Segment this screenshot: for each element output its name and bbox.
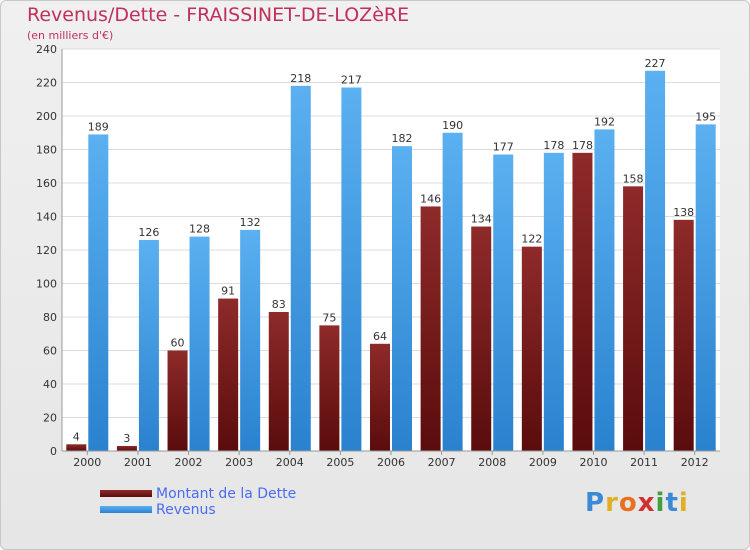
bar-debt <box>268 311 289 451</box>
value-label-revenus: 217 <box>341 74 362 87</box>
value-label-revenus: 218 <box>290 72 311 85</box>
value-label-revenus: 126 <box>138 226 159 239</box>
bar-debt <box>673 219 694 451</box>
y-tick-label: 60 <box>43 345 57 358</box>
y-tick-label: 40 <box>43 378 57 391</box>
bar-debt <box>218 298 239 451</box>
bar-revenus <box>88 134 109 452</box>
bar-debt <box>420 206 441 451</box>
bar-debt <box>623 186 644 451</box>
value-label-debt: 134 <box>471 213 492 226</box>
x-tick-label: 2009 <box>529 456 557 469</box>
bar-revenus <box>240 229 261 451</box>
legend-swatch-debt <box>100 490 152 497</box>
chart-subtitle: (en milliers d'€) <box>27 29 114 42</box>
value-label-revenus: 227 <box>645 57 666 70</box>
value-label-debt: 178 <box>572 139 593 152</box>
proxiti-logo: Proxiti <box>585 488 689 518</box>
value-label-debt: 60 <box>171 337 185 350</box>
x-tick-label: 2006 <box>377 456 405 469</box>
bar-revenus <box>493 154 514 451</box>
bar-revenus <box>594 129 615 451</box>
legend-swatch-revenus <box>100 506 152 513</box>
y-tick-label: 120 <box>36 244 57 257</box>
y-tick-label: 140 <box>36 211 57 224</box>
bar-debt <box>319 325 340 451</box>
value-label-revenus: 128 <box>189 223 210 236</box>
y-tick-label: 0 <box>50 445 57 458</box>
bar-debt <box>66 444 87 451</box>
x-tick-label: 2005 <box>326 456 354 469</box>
value-label-revenus: 190 <box>442 119 463 132</box>
y-tick-label: 220 <box>36 77 57 90</box>
legend-label-revenus: Revenus <box>156 502 216 518</box>
value-label-revenus: 182 <box>392 132 413 145</box>
x-tick-label: 2008 <box>478 456 506 469</box>
y-tick-label: 20 <box>43 412 57 425</box>
value-label-debt: 146 <box>420 192 441 205</box>
y-tick-label: 240 <box>36 43 57 56</box>
y-tick-label: 160 <box>36 177 57 190</box>
bar-revenus <box>695 124 716 451</box>
x-tick-label: 2011 <box>630 456 658 469</box>
value-label-revenus: 192 <box>594 115 615 128</box>
value-label-debt: 158 <box>623 172 644 185</box>
bar-revenus <box>138 239 159 451</box>
value-label-revenus: 195 <box>695 110 716 123</box>
bar-debt <box>116 445 137 451</box>
x-tick-label: 2000 <box>73 456 101 469</box>
x-tick-label: 2003 <box>225 456 253 469</box>
x-tick-label: 2002 <box>175 456 203 469</box>
value-label-debt: 3 <box>123 432 130 445</box>
value-label-revenus: 178 <box>543 139 564 152</box>
value-label-revenus: 132 <box>240 216 261 229</box>
bar-revenus <box>442 132 463 451</box>
value-label-revenus: 177 <box>493 141 514 154</box>
value-label-revenus: 189 <box>88 120 109 133</box>
x-tick-label: 2007 <box>428 456 456 469</box>
bar-debt <box>370 343 390 451</box>
bar-debt <box>521 246 542 451</box>
chart-title: Revenus/Dette - FRAISSINET-DE-LOZèRE <box>27 4 410 26</box>
value-label-debt: 75 <box>322 311 336 324</box>
value-label-debt: 122 <box>521 233 542 246</box>
bar-revenus <box>341 87 362 452</box>
x-tick-label: 2004 <box>276 456 304 469</box>
x-tick-label: 2010 <box>579 456 607 469</box>
bar-revenus <box>543 152 564 451</box>
y-tick-label: 100 <box>36 278 57 291</box>
bar-revenus <box>290 85 311 451</box>
bar-revenus <box>392 146 412 451</box>
y-tick-label: 180 <box>36 144 57 157</box>
bar-debt <box>572 152 593 451</box>
bar-revenus <box>645 70 666 452</box>
value-label-debt: 64 <box>373 330 387 343</box>
value-label-debt: 83 <box>272 298 286 311</box>
bar-revenus <box>189 236 210 451</box>
bar-debt <box>471 226 492 451</box>
bar-debt <box>167 350 188 451</box>
value-label-debt: 4 <box>73 430 80 443</box>
value-label-debt: 138 <box>673 206 694 219</box>
x-tick-label: 2001 <box>124 456 152 469</box>
legend-label-debt: Montant de la Dette <box>156 486 297 502</box>
y-tick-label: 80 <box>43 311 57 324</box>
x-tick-label: 2012 <box>681 456 709 469</box>
y-tick-label: 200 <box>36 110 57 123</box>
value-label-debt: 91 <box>221 285 235 298</box>
